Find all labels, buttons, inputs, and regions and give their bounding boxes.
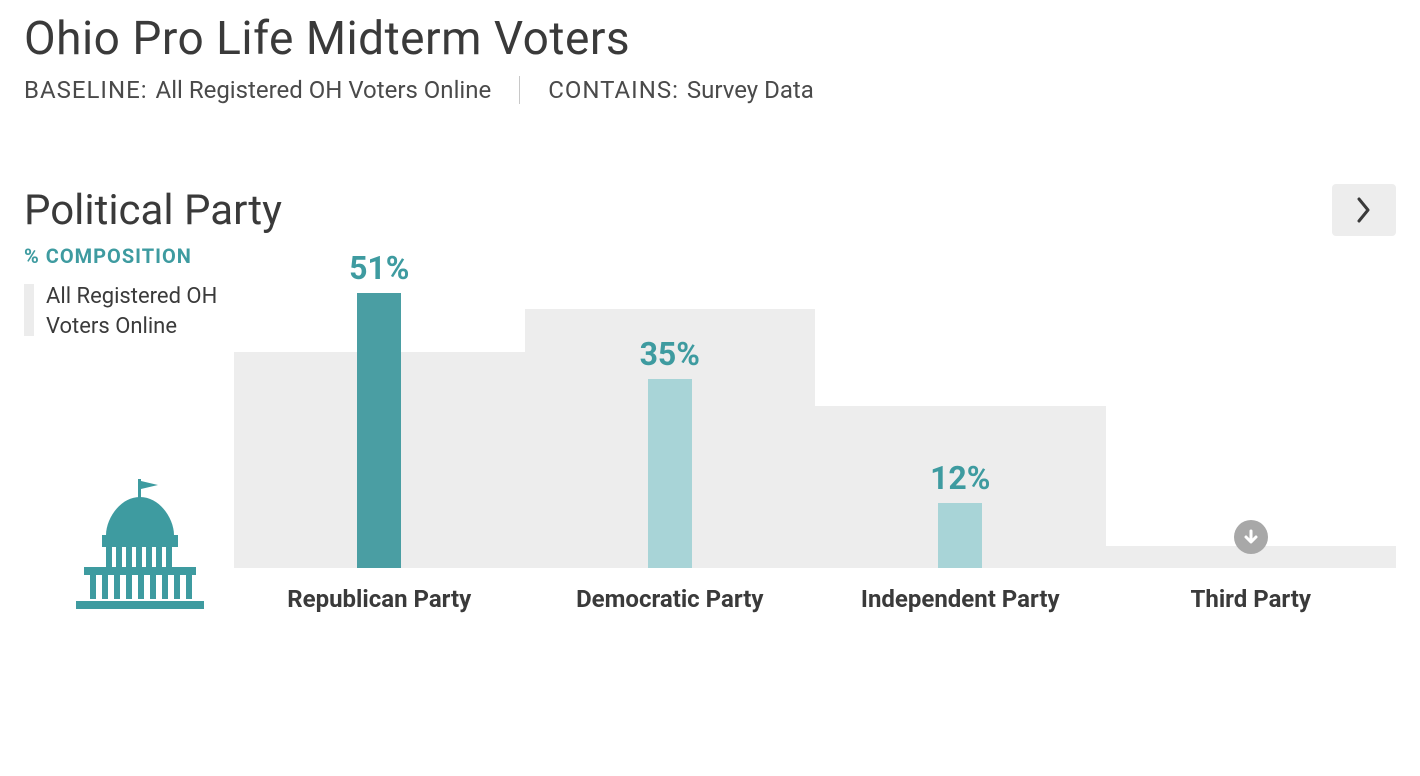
value-bar: 35%: [648, 379, 692, 568]
legend-swatch: [24, 284, 34, 336]
contains-label: CONTAINS:: [548, 76, 679, 104]
down-arrow-badge: [1234, 520, 1268, 554]
baseline-meta: BASELINE: All Registered OH Voters Onlin…: [24, 76, 491, 104]
section-title: Political Party: [24, 186, 282, 235]
category-label: Third Party: [1106, 584, 1397, 615]
plot-area: 51% 35% 12%: [234, 244, 1396, 568]
value-label: 51%: [349, 249, 409, 287]
value-label: 35%: [640, 335, 700, 373]
bar-group: [1106, 244, 1397, 568]
page-title: Ohio Pro Life Midterm Voters: [24, 12, 1396, 66]
baseline-label: BASELINE:: [24, 76, 148, 104]
arrow-down-icon: [1242, 528, 1260, 546]
bar-group: 35%: [525, 244, 816, 568]
contains-meta: CONTAINS: Survey Data: [548, 76, 814, 104]
category-label: Republican Party: [234, 584, 525, 615]
category-label: Independent Party: [815, 584, 1106, 615]
composition-label: % COMPOSITION: [24, 244, 234, 268]
value-bar: 12%: [938, 503, 982, 568]
meta-row: BASELINE: All Registered OH Voters Onlin…: [24, 76, 1396, 104]
category-label: Democratic Party: [525, 584, 816, 615]
value-label: 12%: [930, 459, 990, 497]
x-axis-labels: Republican PartyDemocratic PartyIndepend…: [234, 584, 1396, 615]
baseline-value: All Registered OH Voters Online: [156, 76, 492, 104]
capitol-icon-wrap: [24, 479, 234, 615]
capitol-icon: [76, 479, 204, 609]
chart-plot: 51% 35% 12% Republican PartyDemocratic Par…: [234, 244, 1396, 615]
chart-body: % COMPOSITION All Registered OH Voters O…: [24, 244, 1396, 615]
value-bar: 51%: [357, 293, 401, 568]
next-button[interactable]: [1332, 184, 1396, 236]
contains-value: Survey Data: [687, 76, 814, 104]
chevron-right-icon: [1356, 197, 1372, 223]
legend-text: All Registered OH Voters Online: [46, 282, 234, 341]
legend-row: All Registered OH Voters Online: [24, 282, 234, 341]
bar-group: 51%: [234, 244, 525, 568]
bar-group: 12%: [815, 244, 1106, 568]
section-header: Political Party: [24, 184, 1396, 236]
chart-legend-column: % COMPOSITION All Registered OH Voters O…: [24, 244, 234, 615]
meta-divider: [519, 76, 520, 104]
